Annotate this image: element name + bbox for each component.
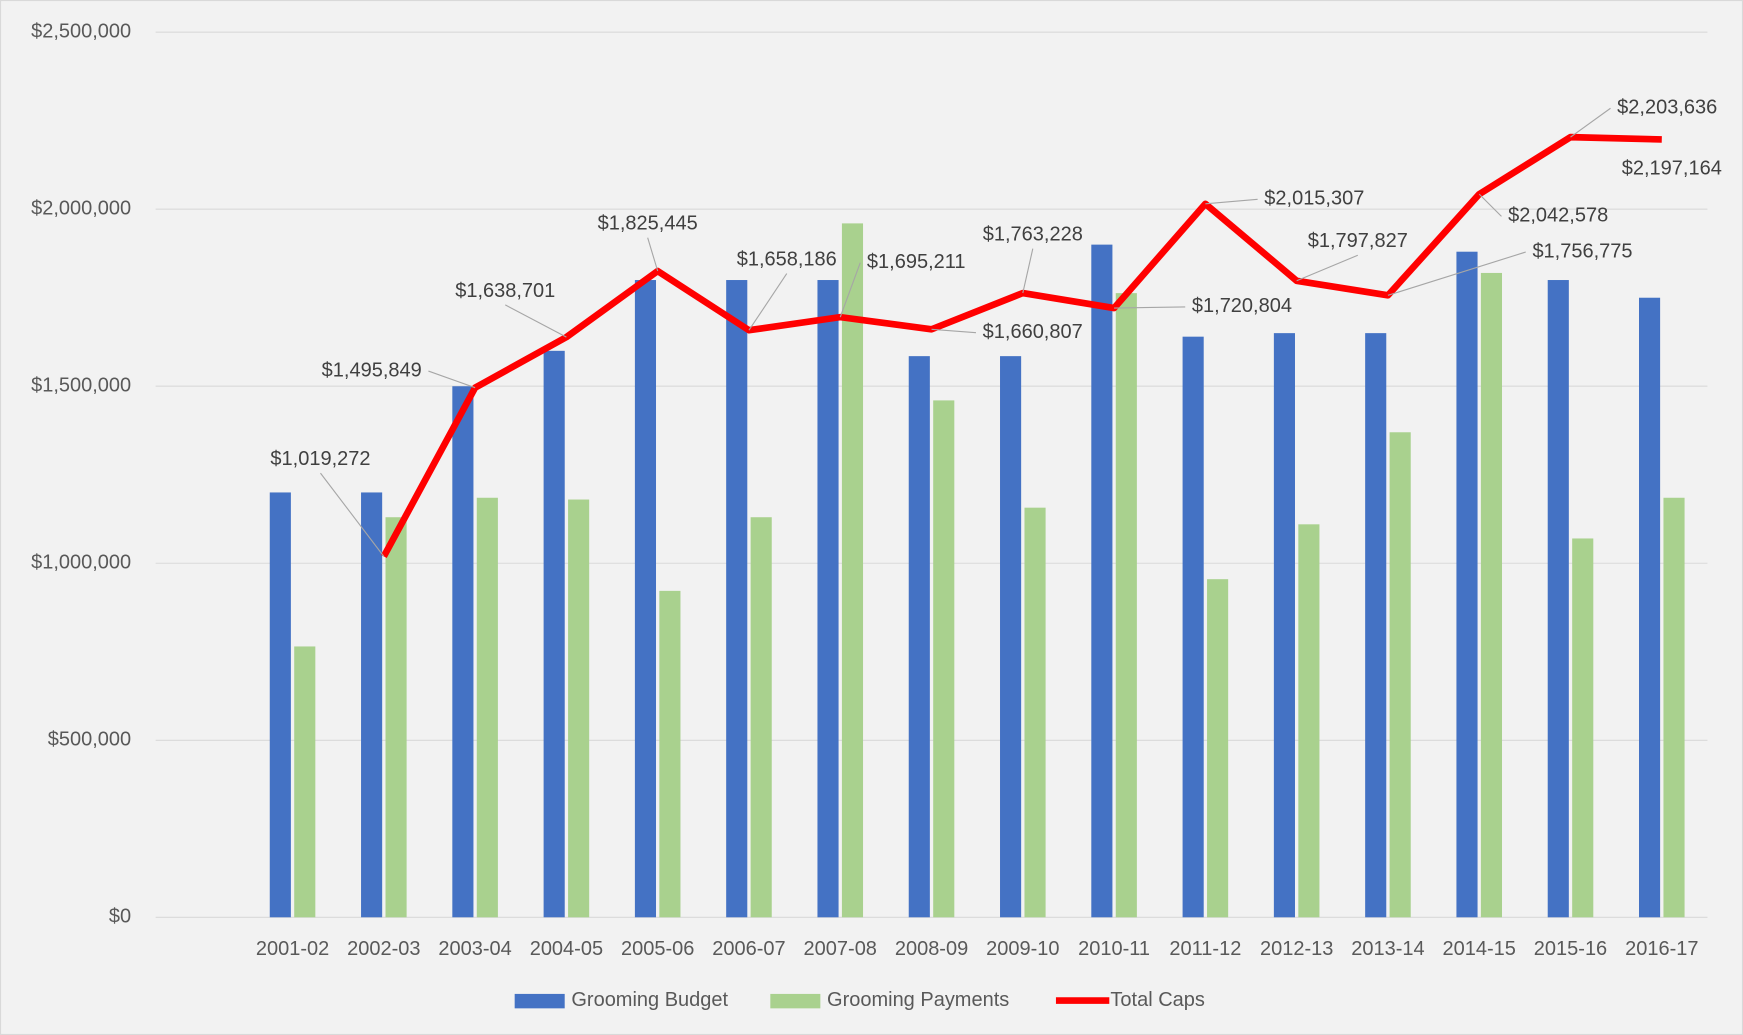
bar	[361, 492, 383, 918]
x-tick-label: 2005-06	[621, 938, 694, 960]
leader-line	[748, 273, 788, 331]
bar	[817, 280, 839, 918]
leader-line	[1114, 306, 1186, 309]
data-label: $1,695,211	[867, 251, 966, 273]
bar	[1000, 356, 1022, 918]
data-label: $2,015,307	[1264, 188, 1364, 210]
x-tick-label: 2009-10	[986, 938, 1059, 960]
leader-line	[320, 472, 385, 557]
data-label: $1,660,807	[983, 321, 1083, 343]
y-tick-label: $1,000,000	[31, 552, 131, 574]
bar	[634, 280, 657, 918]
bar	[1365, 333, 1387, 918]
x-tick-label: 2008-09	[895, 938, 968, 960]
data-label: $2,197,164	[1622, 158, 1722, 180]
legend-label: Total Caps	[1110, 989, 1204, 1011]
data-label: $1,825,445	[598, 213, 698, 235]
data-label: $1,638,701	[455, 280, 555, 302]
bar	[1480, 272, 1503, 918]
data-label: $1,019,272	[270, 448, 370, 470]
legend-swatch	[514, 993, 565, 1009]
y-tick-label: $2,000,000	[31, 198, 131, 220]
bar	[659, 590, 681, 918]
leader-line	[1205, 198, 1258, 205]
bar	[476, 497, 498, 918]
leader-line	[647, 237, 659, 272]
leader-line	[504, 304, 567, 338]
data-label: $1,720,804	[1192, 295, 1292, 317]
bar	[1547, 280, 1569, 918]
bar	[1024, 507, 1046, 918]
leader-line	[1022, 248, 1034, 294]
bar	[750, 517, 772, 918]
data-label: $2,203,636	[1617, 97, 1717, 119]
legend-swatch	[770, 993, 821, 1009]
legend-label: Grooming Payments	[827, 989, 1009, 1011]
x-tick-label: 2016-17	[1625, 938, 1698, 960]
legend-label: Grooming Budget	[571, 989, 728, 1011]
y-tick-label: $2,500,000	[31, 20, 131, 42]
data-label: $2,042,578	[1508, 205, 1608, 227]
bar	[385, 517, 407, 918]
x-tick-label: 2006-07	[712, 938, 785, 960]
data-label: $1,495,849	[322, 359, 422, 381]
bar	[1091, 244, 1113, 918]
bar	[1663, 497, 1685, 918]
bar	[543, 350, 565, 918]
x-tick-label: 2015-16	[1534, 938, 1607, 960]
bar	[1207, 579, 1229, 918]
bar	[1298, 524, 1320, 918]
bar	[568, 499, 590, 918]
bar	[1389, 432, 1411, 918]
x-tick-label: 2011-12	[1169, 938, 1241, 960]
x-tick-label: 2004-05	[530, 938, 603, 960]
bar	[726, 280, 748, 918]
leader-line	[428, 370, 476, 389]
data-label: $1,797,827	[1308, 230, 1408, 252]
y-tick-label: $1,500,000	[31, 375, 131, 397]
bar	[1572, 538, 1594, 918]
bar	[1273, 333, 1295, 918]
bar	[1456, 251, 1478, 918]
bar	[1115, 293, 1137, 918]
leader-line	[1296, 254, 1359, 282]
leader-line	[931, 328, 977, 334]
leader-line	[1387, 251, 1526, 296]
bar	[1182, 336, 1204, 918]
bar	[908, 356, 930, 918]
leader-line	[839, 262, 861, 318]
x-tick-label: 2012-13	[1260, 938, 1333, 960]
x-tick-label: 2003-04	[438, 938, 511, 960]
x-tick-label: 2002-03	[347, 938, 420, 960]
bar	[452, 386, 474, 918]
x-tick-label: 2014-15	[1443, 938, 1516, 960]
y-tick-label: $500,000	[48, 729, 131, 751]
line	[380, 133, 1662, 559]
x-tick-label: 2010-11	[1078, 938, 1150, 960]
leader-line	[1570, 107, 1611, 138]
data-label: $1,763,228	[983, 224, 1083, 246]
leader-line	[1478, 193, 1502, 217]
y-tick-label: $0	[109, 906, 131, 928]
x-tick-label: 2007-08	[804, 938, 877, 960]
bar	[294, 646, 316, 918]
x-tick-label: 2013-14	[1351, 938, 1424, 960]
x-tick-label: 2001-02	[256, 938, 329, 960]
data-label: $1,756,775	[1532, 240, 1632, 262]
data-label: $1,658,186	[737, 249, 837, 271]
bar	[933, 400, 955, 918]
bar	[269, 492, 291, 918]
bar	[1638, 297, 1661, 918]
bar	[841, 223, 864, 918]
